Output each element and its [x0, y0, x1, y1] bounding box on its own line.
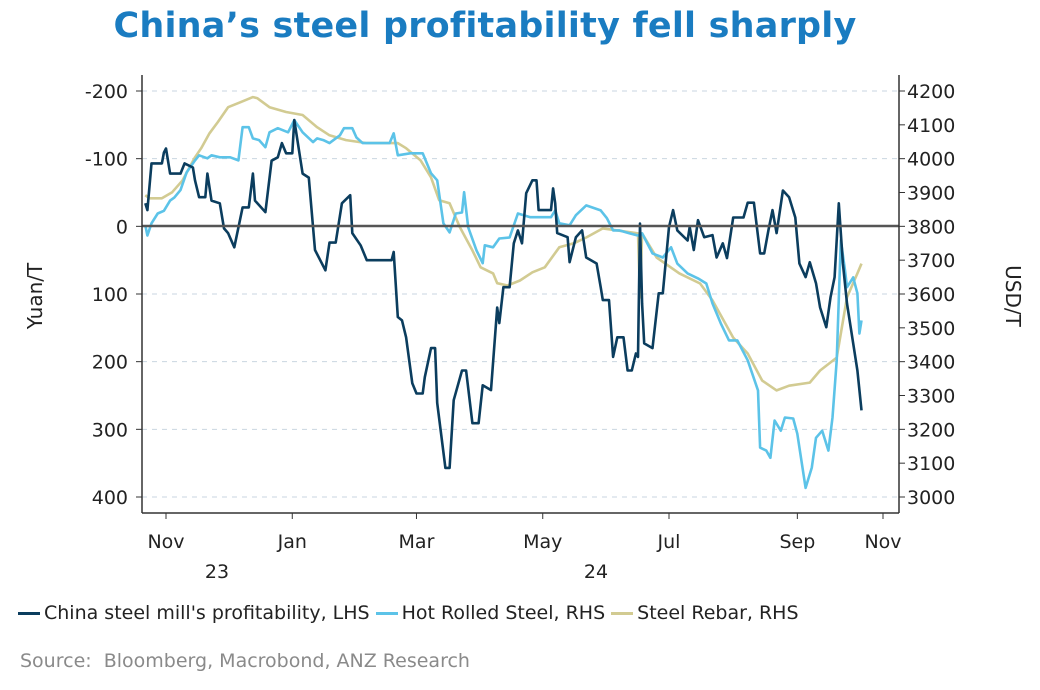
legend-item-profitability: China steel mill's profitability, LHS: [18, 602, 370, 624]
right-tick-label: 3200: [907, 419, 955, 441]
right-tick-label: 3000: [907, 487, 955, 509]
right-tick-label: 3100: [907, 453, 955, 475]
right-tick-label: 4200: [907, 81, 955, 103]
legend-label: Steel Rebar, RHS: [637, 602, 799, 624]
source-note: Source: Bloomberg, Macrobond, ANZ Resear…: [20, 650, 470, 672]
right-tick-label: 3900: [907, 183, 955, 205]
gridlines: [142, 90, 899, 498]
left-tick-label: 0: [116, 216, 128, 238]
x-tick-label: Mar: [399, 531, 435, 553]
right-tick-label: 3400: [907, 352, 955, 374]
x-tick-label: May: [523, 531, 562, 553]
legend-swatch: [611, 611, 634, 615]
x-tick-label: Jan: [277, 531, 307, 553]
legend-item-rebar: Steel Rebar, RHS: [611, 602, 799, 624]
left-tick-label: -200: [85, 81, 128, 103]
left-tick-label: 400: [92, 487, 128, 509]
right-tick-label: 3600: [907, 284, 955, 306]
year-label-2023: 23: [205, 561, 229, 583]
left-tick-label: 200: [92, 352, 128, 374]
series-line-0: [144, 118, 863, 470]
legend-swatch: [18, 611, 40, 615]
left-tick-label: 300: [92, 419, 128, 441]
tick-labels: -200 -100 0 100 200 300 400 4200 4100 4000 3900 380…: [85, 81, 955, 553]
year-label-2024: 24: [584, 561, 608, 583]
right-tick-label: 3800: [907, 216, 955, 238]
left-tick-label: 100: [92, 284, 128, 306]
right-tick-label: 4000: [907, 149, 955, 171]
legend-label: Hot Rolled Steel, RHS: [401, 602, 606, 624]
right-tick-label: 3700: [907, 250, 955, 272]
x-tick-label: Jul: [657, 531, 681, 553]
series-line-1: [144, 118, 863, 490]
right-tick-label: 4100: [907, 115, 955, 137]
x-tick-label: Nov: [864, 531, 901, 553]
right-tick-label: 3500: [907, 318, 955, 340]
left-axis-label: Yuan/T: [23, 262, 47, 330]
series-line-2: [144, 95, 863, 392]
right-axis-label: USD/T: [1001, 265, 1025, 327]
legend-label: China steel mill's profitability, LHS: [44, 602, 370, 624]
chart-title: China’s steel profitability fell sharply: [113, 6, 857, 46]
legend: China steel mill's profitability, LHS Ho…: [18, 602, 805, 624]
right-tick-label: 3300: [907, 386, 955, 408]
legend-item-hot-rolled: Hot Rolled Steel, RHS: [375, 602, 606, 624]
x-tick-label: Nov: [147, 531, 184, 553]
legend-swatch: [375, 611, 398, 615]
series-lines: [144, 95, 863, 490]
x-tick-label: Sep: [779, 531, 815, 553]
left-tick-label: -100: [85, 149, 128, 171]
